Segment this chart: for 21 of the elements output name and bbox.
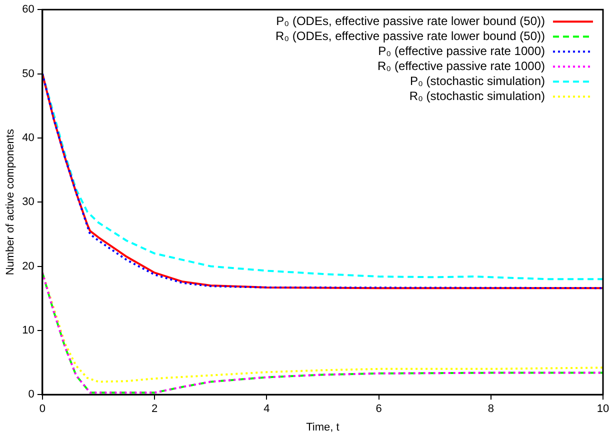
y-tick-label: 10 xyxy=(22,324,34,336)
x-tick-label: 4 xyxy=(264,403,270,416)
y-tick-label: 60 xyxy=(22,4,34,16)
x-tick-label: 2 xyxy=(151,403,158,416)
x-tick-label: 0 xyxy=(39,403,46,416)
legend-label: P₀ (stochastic simulation) xyxy=(410,74,545,88)
x-axis-title: Time, t xyxy=(306,421,340,434)
y-axis-title: Number of active components xyxy=(4,128,17,276)
y-tick-label: 30 xyxy=(22,196,34,208)
legend-label: P₀ (effective passive rate 1000) xyxy=(378,44,545,58)
y-tick-label: 0 xyxy=(28,388,34,401)
legend-label: R₀ (effective passive rate 1000) xyxy=(377,58,545,73)
y-tick-label: 20 xyxy=(22,260,34,272)
y-tick-label: 50 xyxy=(22,68,34,80)
legend-label: R₀ (ODEs, effective passive rate lower bound (50)) xyxy=(275,28,545,43)
x-tick-label: 6 xyxy=(376,403,382,416)
legend-label: R₀ (stochastic simulation) xyxy=(409,88,545,103)
x-tick-label: 10 xyxy=(596,403,610,416)
x-tick-label: 8 xyxy=(488,403,494,416)
legend-label: P₀ (ODEs, effective passive rate lower bound (50)) xyxy=(276,14,546,28)
y-tick-label: 40 xyxy=(22,132,34,144)
